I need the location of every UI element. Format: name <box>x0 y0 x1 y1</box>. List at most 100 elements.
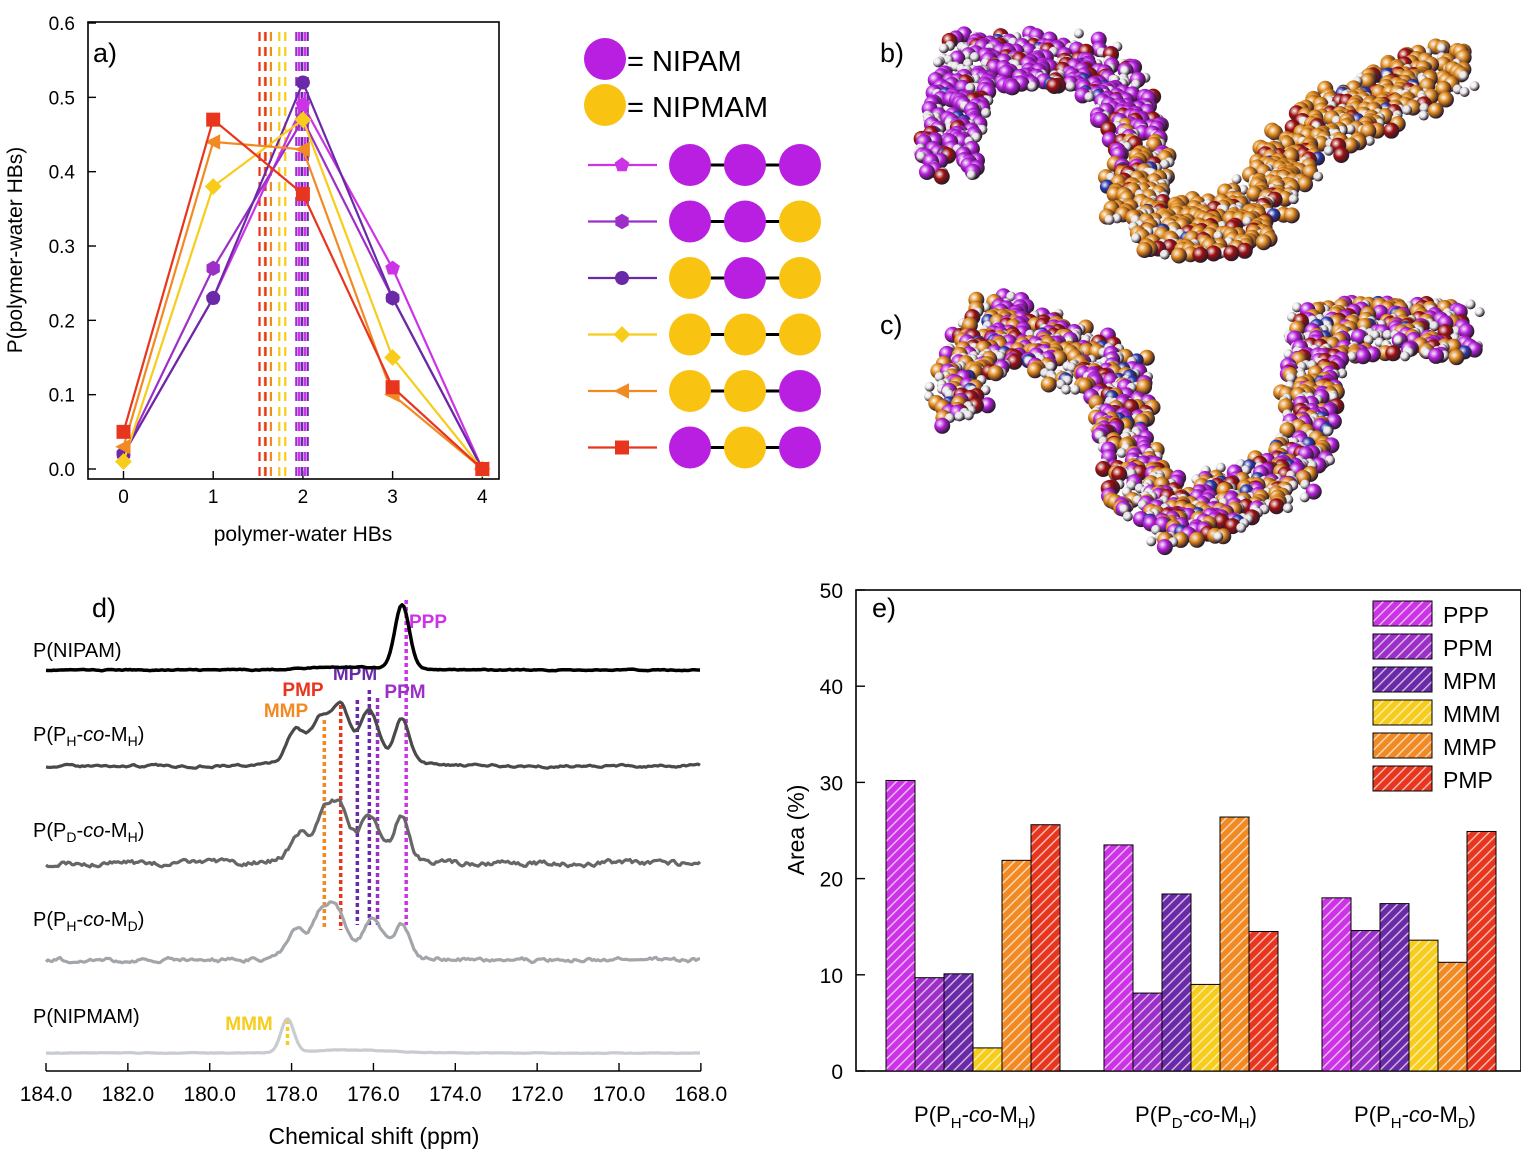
e-legend-swatch-ppp <box>1372 600 1433 627</box>
e-legend-swatch-mmp <box>1372 732 1433 759</box>
atom <box>1313 171 1324 182</box>
a-point-mpm <box>385 291 400 306</box>
panel-a-legend: = NIPAM = NIPMAM <box>584 38 821 469</box>
d-xtick-label: 182.0 <box>102 1083 155 1106</box>
a-xtick-label: 1 <box>208 487 219 508</box>
atom <box>1288 194 1299 205</box>
atom <box>1437 91 1454 108</box>
atom <box>1400 351 1411 362</box>
atom <box>938 43 949 54</box>
atom <box>1026 362 1043 379</box>
a-point-mmp <box>294 141 310 158</box>
e-bar-mpm <box>1379 903 1410 1072</box>
atom <box>1428 347 1445 364</box>
d-marker-label-mmp: MMP <box>264 701 309 722</box>
atom <box>1236 522 1247 533</box>
atom <box>1111 466 1128 483</box>
panel-d-label: d) <box>92 593 116 623</box>
legend-bead-nipmam <box>779 257 821 299</box>
panel-e-ylabel: Area (%) <box>783 785 809 876</box>
nipmam-swatch <box>584 84 626 126</box>
a-point-mmm <box>294 111 312 129</box>
atom <box>1465 299 1476 310</box>
d-marker-label-pmp: PMP <box>282 680 324 701</box>
d-spectrum <box>45 798 702 869</box>
e-category-label: P(PD-co-MH) <box>1135 1102 1257 1132</box>
atom <box>1223 245 1240 262</box>
atom <box>934 417 951 434</box>
d-spectrum <box>45 1017 700 1056</box>
d-spectrum-name: P(PH-co-MD) <box>33 909 144 934</box>
e-legend-swatch-mpm <box>1372 666 1433 693</box>
panel-a-xlabel: polymer-water HBs <box>214 523 393 546</box>
a-point-mmm <box>384 349 401 366</box>
legend-marker-ppm <box>615 213 629 230</box>
atom <box>1393 335 1404 346</box>
atom <box>1231 174 1242 185</box>
legend-bead-nipmam <box>669 257 711 299</box>
atom <box>1146 536 1157 547</box>
atom <box>1385 345 1402 362</box>
atom <box>1350 328 1367 345</box>
atom <box>1364 135 1375 146</box>
atom <box>969 52 980 63</box>
atom <box>1299 492 1310 503</box>
atom <box>1323 145 1334 156</box>
panel-e-area-bars: e) 0 10 20 30 40 50 P(PH-co-MH) P(PD-co-MH) P(P… <box>783 580 1521 1132</box>
atom <box>1285 372 1296 383</box>
a-xtick-label: 3 <box>387 487 398 508</box>
legend-bead-nipam <box>724 144 766 186</box>
panel-d-nmr-spectra: d) 184.0 182.0 180.0 178.0 176.0 174.0 172.0 17… <box>20 593 727 1149</box>
atom <box>1458 70 1469 81</box>
a-point-ppp <box>385 260 400 275</box>
a-point-pmp <box>116 424 131 439</box>
e-bar-mmp <box>1437 961 1468 1072</box>
d-xtick-label: 184.0 <box>20 1083 73 1106</box>
atom <box>1236 242 1253 259</box>
d-marker-label-ppp: PPP <box>409 612 447 633</box>
atom <box>1418 110 1429 121</box>
atom <box>954 411 965 422</box>
atom <box>1297 176 1314 193</box>
legend-bead-nipmam <box>724 426 766 469</box>
atom <box>1170 247 1187 264</box>
atom <box>1382 329 1393 340</box>
atom <box>1355 348 1372 365</box>
a-point-ppp <box>295 97 311 112</box>
panel-e-label: e) <box>872 593 896 623</box>
e-ytick-label: 20 <box>820 869 843 892</box>
d-xtick-label: 176.0 <box>347 1083 400 1106</box>
atom <box>1469 81 1480 92</box>
panel-a-ylabel: P(polymer-water HBs) <box>4 147 27 354</box>
a-ytick-label: 0.0 <box>49 460 75 481</box>
atom <box>1255 234 1272 251</box>
a-point-pmp <box>206 112 221 127</box>
atom <box>1213 531 1224 542</box>
atom <box>1383 122 1400 139</box>
atom <box>987 365 1004 382</box>
legend-bead-nipmam <box>724 370 766 412</box>
e-legend-swatch-mmm <box>1372 699 1433 726</box>
d-spectrum-name: P(NIPAM) <box>33 640 122 662</box>
panel-b-snapshot: b) <box>880 25 1480 264</box>
panel-d-xlabel: Chemical shift (ppm) <box>269 1123 480 1149</box>
atom <box>933 168 950 185</box>
atom <box>918 163 935 180</box>
e-bar-ppp <box>1103 844 1134 1072</box>
e-bar-pmp <box>1466 830 1497 1072</box>
legend-bead-nipam <box>779 370 821 412</box>
e-legend-label-ppp: PPP <box>1443 602 1489 628</box>
atom <box>1073 28 1084 39</box>
e-bar-ppp <box>885 779 916 1072</box>
e-ytick-label: 50 <box>820 580 843 603</box>
atom <box>1345 124 1356 135</box>
e-bar-mmp <box>1001 859 1032 1072</box>
legend-bead-nipmam <box>669 313 711 356</box>
e-legend-label-mmp: MMP <box>1443 734 1497 760</box>
atom <box>1459 86 1470 97</box>
atom <box>1291 302 1302 313</box>
atom <box>995 351 1006 362</box>
legend-marker-ppp <box>614 157 630 172</box>
atom <box>1268 498 1285 515</box>
